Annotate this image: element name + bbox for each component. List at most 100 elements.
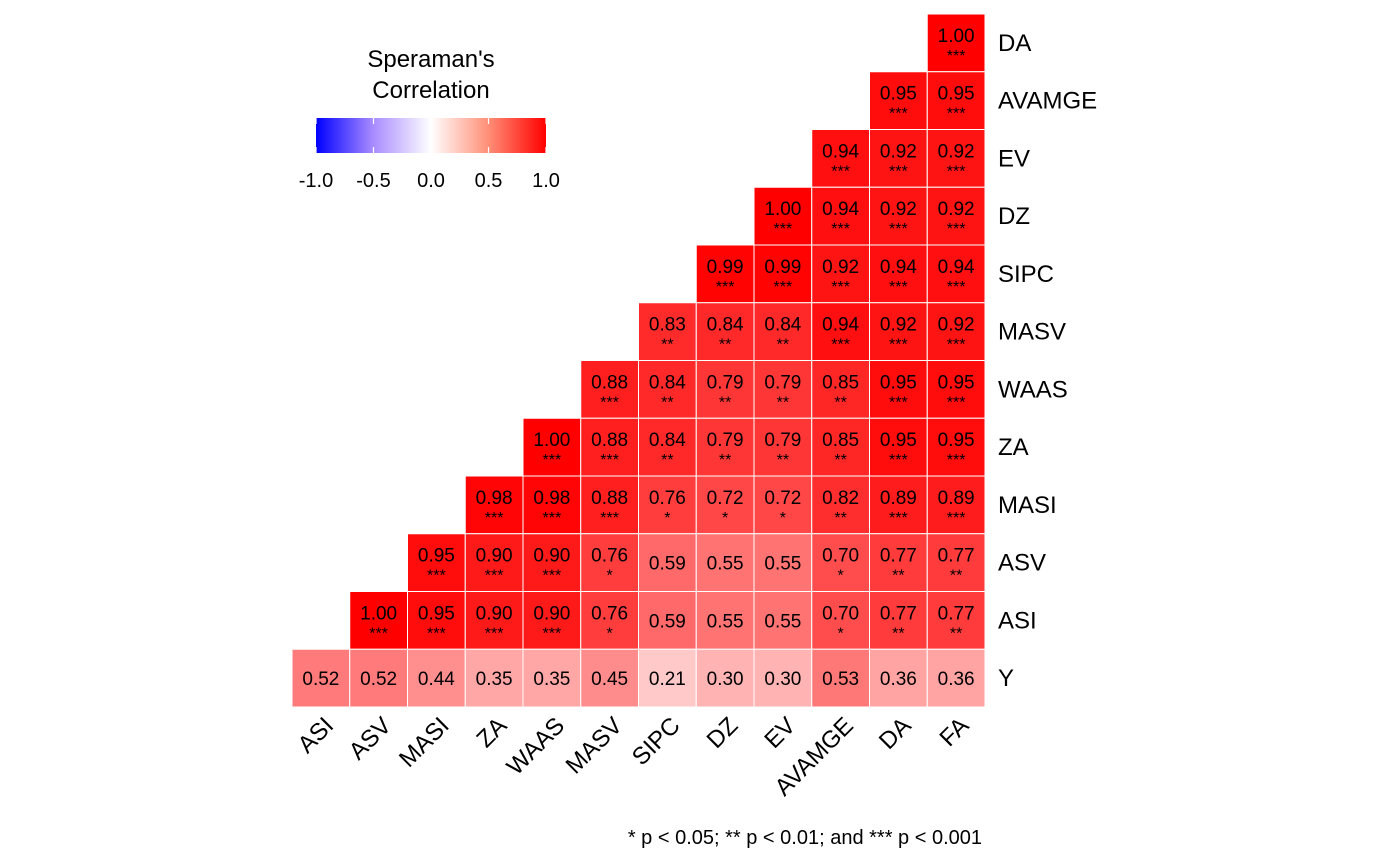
cell-significance-label: * bbox=[607, 625, 613, 642]
cell-value-label: 0.92 bbox=[880, 199, 917, 220]
cell-significance-label: * bbox=[780, 510, 786, 527]
cell-value-label: 1.00 bbox=[360, 603, 397, 624]
cell-significance-label: *** bbox=[947, 394, 966, 411]
cell-significance-label: *** bbox=[947, 279, 966, 296]
cell-significance-label: *** bbox=[774, 221, 793, 238]
cell-value-label: 0.79 bbox=[707, 372, 744, 393]
cell-value-label: 0.83 bbox=[649, 315, 686, 336]
heatmap-cell bbox=[811, 244, 870, 304]
heatmap-cell bbox=[869, 591, 928, 650]
cell-significance-label: *** bbox=[485, 625, 504, 642]
cell-value-label: 0.79 bbox=[764, 430, 801, 451]
heatmap-cell bbox=[926, 475, 986, 535]
heatmap-cell bbox=[407, 648, 466, 708]
cell-value-label: 0.76 bbox=[591, 603, 628, 624]
cell-value-label: 0.36 bbox=[880, 669, 917, 690]
cell-value-label: 0.84 bbox=[764, 315, 801, 336]
heatmap-cell bbox=[926, 648, 986, 708]
heatmap-cell bbox=[926, 360, 986, 419]
cell-significance-label: *** bbox=[947, 221, 966, 238]
cell-value-label: 1.00 bbox=[938, 26, 975, 47]
cell-value-label: 0.55 bbox=[764, 554, 801, 575]
heatmap-cell bbox=[695, 244, 755, 304]
cell-value-label: 0.95 bbox=[938, 430, 975, 451]
heatmap-cell bbox=[522, 533, 582, 592]
cell-value-label: 0.90 bbox=[476, 603, 513, 624]
heatmap-cell bbox=[407, 533, 466, 592]
cell-value-label: 0.95 bbox=[880, 430, 917, 451]
heatmap-cell bbox=[926, 417, 986, 477]
cell-value-label: 0.35 bbox=[476, 669, 513, 690]
heatmap-cell bbox=[753, 648, 813, 708]
significance-caption: * p < 0.05; ** p < 0.01; and *** p < 0.0… bbox=[628, 827, 982, 849]
heatmap-cell bbox=[926, 71, 986, 130]
y-axis-label: MASV bbox=[998, 319, 1066, 346]
cell-value-label: 0.77 bbox=[938, 546, 975, 567]
heatmap-cell bbox=[753, 591, 813, 650]
heatmap-cell bbox=[869, 129, 928, 188]
cell-significance-label: ** bbox=[950, 568, 962, 585]
cell-significance-label: *** bbox=[774, 279, 793, 296]
cell-significance-label: ** bbox=[661, 337, 673, 354]
cell-significance-label: * bbox=[607, 568, 613, 585]
cell-value-label: 1.00 bbox=[764, 199, 801, 220]
heatmap-cell bbox=[464, 648, 524, 708]
cell-value-label: 0.59 bbox=[649, 554, 686, 575]
color-legend: Speraman's Correlation -1.0 -0.5 0.0 0.5 1.0 bbox=[299, 46, 560, 192]
cell-significance-label: *** bbox=[889, 279, 908, 296]
cell-significance-label: *** bbox=[889, 163, 908, 180]
x-axis-label: WAAS bbox=[502, 712, 570, 780]
cell-value-label: 0.55 bbox=[764, 611, 801, 632]
legend-tick-label: -1.0 bbox=[299, 170, 333, 192]
y-axis-label: DZ bbox=[998, 203, 1030, 230]
cell-significance-label: * bbox=[838, 625, 844, 642]
cell-significance-label: *** bbox=[543, 510, 562, 527]
cell-significance-label: ** bbox=[950, 625, 962, 642]
cell-value-label: 0.55 bbox=[707, 554, 744, 575]
heatmap-cell bbox=[291, 648, 351, 708]
cell-significance-label: ** bbox=[777, 452, 789, 469]
cell-significance-label: *** bbox=[889, 221, 908, 238]
cell-value-label: 0.70 bbox=[822, 603, 859, 624]
cell-value-label: 0.84 bbox=[707, 315, 744, 336]
y-axis-label: WAAS bbox=[998, 376, 1068, 403]
cell-value-label: 0.90 bbox=[476, 546, 513, 567]
heatmap-cell bbox=[695, 648, 755, 708]
heatmap-cell bbox=[638, 533, 697, 592]
cell-value-label: 0.30 bbox=[764, 669, 801, 690]
cell-value-label: 0.95 bbox=[938, 372, 975, 393]
heatmap-cell bbox=[464, 475, 524, 535]
cell-value-label: 0.88 bbox=[591, 488, 628, 509]
cell-significance-label: *** bbox=[947, 106, 966, 123]
cell-value-label: 0.88 bbox=[591, 430, 628, 451]
x-axis-label: ASI bbox=[293, 712, 339, 758]
cell-significance-label: *** bbox=[600, 510, 619, 527]
x-axis-label: DA bbox=[874, 712, 917, 755]
cell-value-label: 0.94 bbox=[938, 257, 975, 278]
cell-value-label: 0.76 bbox=[591, 546, 628, 567]
cell-significance-label: *** bbox=[947, 510, 966, 527]
heatmap-cell bbox=[811, 475, 870, 535]
heatmap-cell bbox=[580, 360, 639, 419]
cell-significance-label: ** bbox=[719, 452, 731, 469]
heatmap-cells bbox=[291, 13, 986, 708]
heatmap-cell bbox=[695, 533, 755, 592]
cell-significance-label: *** bbox=[831, 279, 850, 296]
legend-tick-label: -0.5 bbox=[356, 170, 390, 192]
x-axis-label: MASV bbox=[561, 712, 628, 779]
heatmap-cell bbox=[349, 591, 408, 650]
heatmap-cell bbox=[869, 186, 928, 246]
y-axis-label: SIPC bbox=[998, 261, 1054, 288]
heatmap-cell bbox=[811, 360, 870, 419]
x-axis-label: EV bbox=[759, 712, 801, 754]
y-axis-label: MASI bbox=[998, 492, 1057, 519]
cell-significance-label: ** bbox=[834, 510, 846, 527]
x-axis-label: FA bbox=[935, 712, 975, 752]
cell-value-label: 0.90 bbox=[533, 603, 570, 624]
heatmap-cell bbox=[638, 302, 697, 361]
cell-significance-label: *** bbox=[889, 106, 908, 123]
heatmap-cell bbox=[580, 475, 639, 535]
y-axis-label: ASV bbox=[998, 550, 1046, 577]
cell-value-label: 0.44 bbox=[418, 669, 455, 690]
cell-value-label: 0.45 bbox=[591, 669, 628, 690]
